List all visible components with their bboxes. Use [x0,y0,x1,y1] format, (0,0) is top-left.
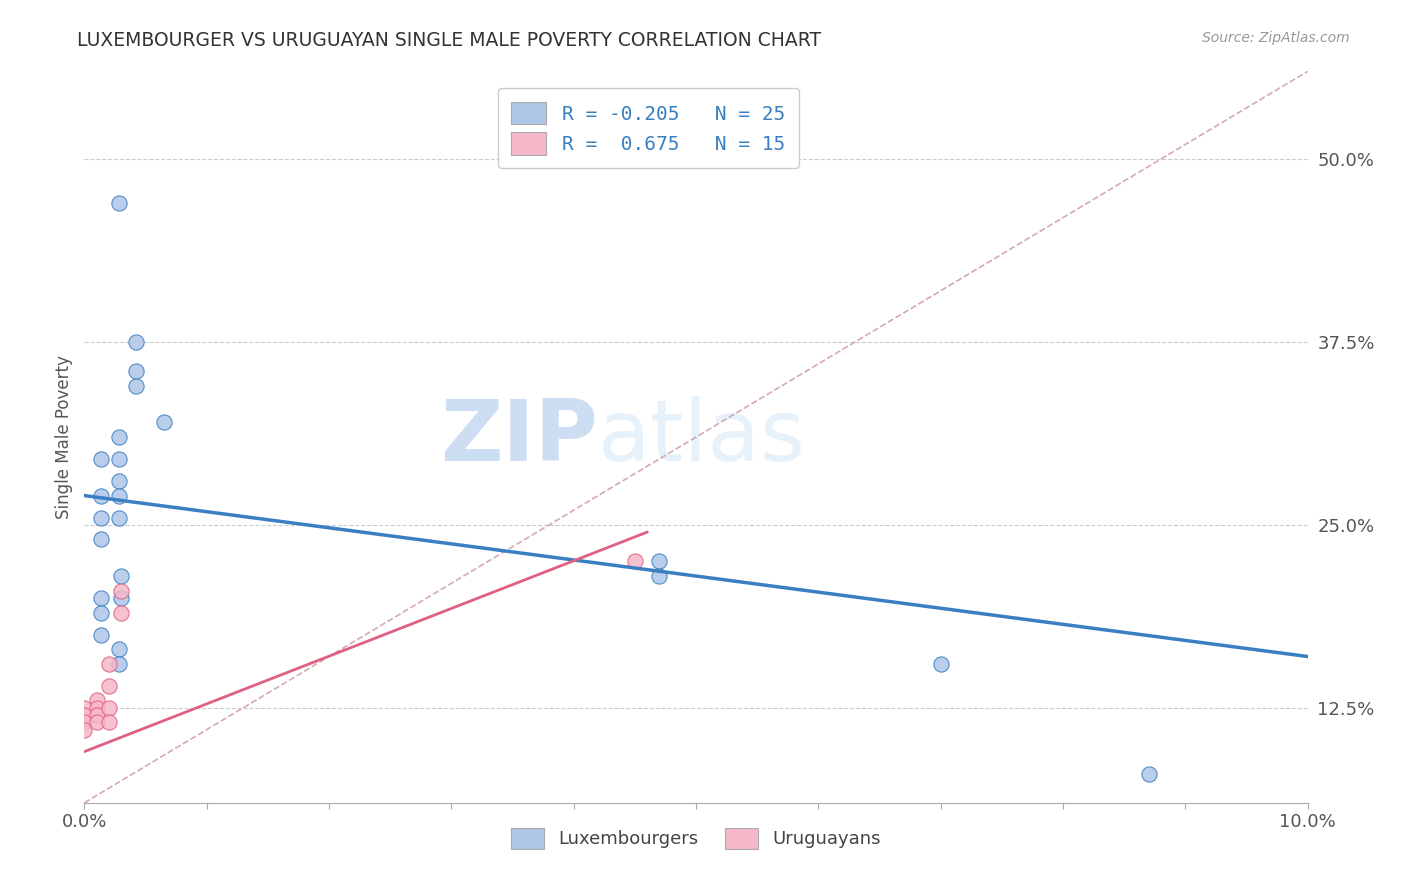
Point [153,416,176,430]
Text: Source: ZipAtlas.com: Source: ZipAtlas.com [1202,31,1350,45]
Point [125,379,148,393]
Text: atlas: atlas [598,395,806,479]
Point [90,510,112,524]
Point [624,554,647,568]
Point [90,627,112,641]
Point [107,642,129,657]
Point [73,715,96,730]
Point [107,430,129,444]
Point [107,196,129,211]
Point [97,715,120,730]
Point [1137,766,1160,780]
Text: LUXEMBOURGER VS URUGUAYAN SINGLE MALE POVERTY CORRELATION CHART: LUXEMBOURGER VS URUGUAYAN SINGLE MALE PO… [77,31,821,50]
Point [86,700,108,714]
Point [107,452,129,467]
Point [110,583,132,598]
Point [929,657,952,671]
Text: ZIP: ZIP [440,395,598,479]
Point [90,533,112,547]
Point [110,606,132,620]
Legend: Luxembourgers, Uruguayans: Luxembourgers, Uruguayans [503,821,889,856]
Point [125,334,148,349]
Point [73,700,96,714]
Point [97,700,120,714]
Point [110,569,132,583]
Point [86,715,108,730]
Y-axis label: Single Male Poverty: Single Male Poverty [55,355,73,519]
Point [648,569,671,583]
Point [125,364,148,378]
Point [86,693,108,707]
Point [73,708,96,723]
Point [90,489,112,503]
Point [107,657,129,671]
Point [110,591,132,605]
Point [97,679,120,693]
Point [90,591,112,605]
Point [90,606,112,620]
Point [107,510,129,524]
Point [107,474,129,488]
Point [73,723,96,737]
Point [90,452,112,467]
Point [86,708,108,723]
Point [97,657,120,671]
Point [648,554,671,568]
Point [107,489,129,503]
